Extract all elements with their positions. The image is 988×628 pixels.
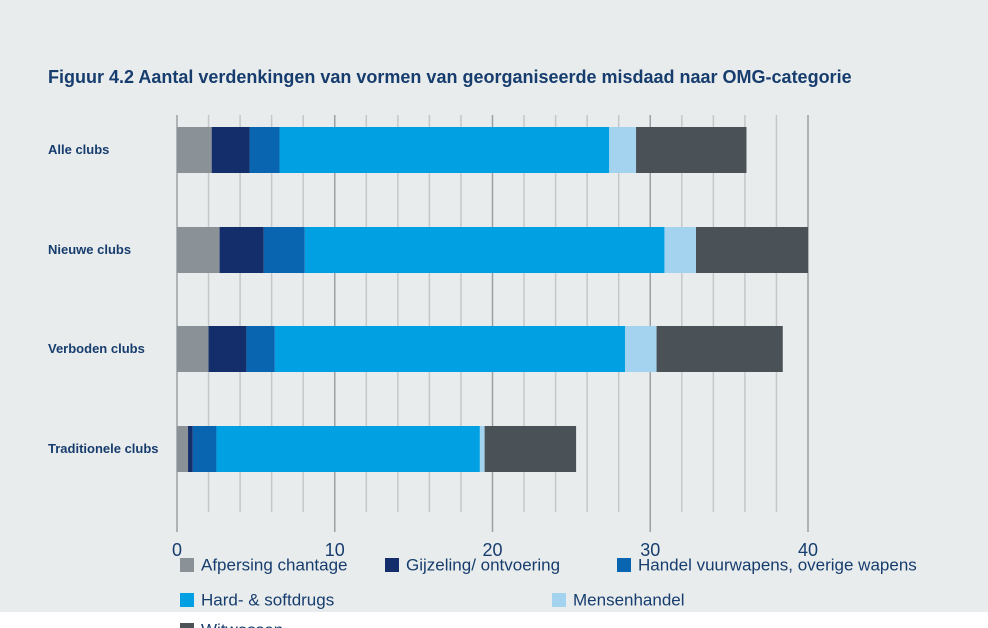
bar-segment (208, 326, 247, 372)
bar-segment (636, 127, 747, 173)
bar-segment (177, 127, 212, 173)
bar-segment (263, 227, 305, 273)
x-tick-label: 30 (640, 540, 660, 560)
legend-label: Afpersing chantage (201, 555, 348, 574)
bar-segment (664, 227, 696, 273)
bar-segment (177, 227, 220, 273)
bar-segment (177, 426, 189, 472)
bar-segment (304, 227, 665, 273)
legend-swatch (180, 623, 194, 628)
legend-label: Hard- & softdrugs (201, 590, 334, 609)
category-label: Verboden clubs (48, 341, 145, 356)
bar-segment (274, 326, 626, 372)
legend-swatch (617, 558, 631, 572)
panel (0, 0, 988, 612)
bar-segment (192, 426, 217, 472)
chart-title: Figuur 4.2 Aantal verdenkingen van vorme… (48, 67, 852, 87)
bar-segment (279, 127, 610, 173)
bar-segment (216, 426, 480, 472)
bar-segment (188, 426, 193, 472)
x-tick-label: 20 (482, 540, 502, 560)
bar-segment (249, 127, 280, 173)
bar-segment (484, 426, 577, 472)
x-tick-label: 10 (325, 540, 345, 560)
category-label: Traditionele clubs (48, 441, 159, 456)
legend-swatch (180, 593, 194, 607)
bar-segment (656, 326, 783, 372)
bar-segment (479, 426, 485, 472)
bar-segment (695, 227, 808, 273)
legend-swatch (385, 558, 399, 572)
legend-label: Gijzeling/ ontvoering (406, 555, 560, 574)
bar-segment (211, 127, 250, 173)
legend-swatch (552, 593, 566, 607)
bar-segment (177, 326, 209, 372)
legend-label: Handel vuurwapens, overige wapens (638, 555, 917, 574)
category-label: Nieuwe clubs (48, 242, 132, 257)
legend-swatch (180, 558, 194, 572)
x-tick-label: 0 (172, 540, 182, 560)
legend-label: Witwassen (201, 620, 283, 628)
legend-label: Mensenhandel (573, 590, 685, 609)
bar-segment (609, 127, 637, 173)
bar-segment (246, 326, 275, 372)
x-tick-label: 40 (798, 540, 818, 560)
bar-segment (625, 326, 657, 372)
category-label: Alle clubs (48, 142, 110, 157)
bar-segment (219, 227, 264, 273)
